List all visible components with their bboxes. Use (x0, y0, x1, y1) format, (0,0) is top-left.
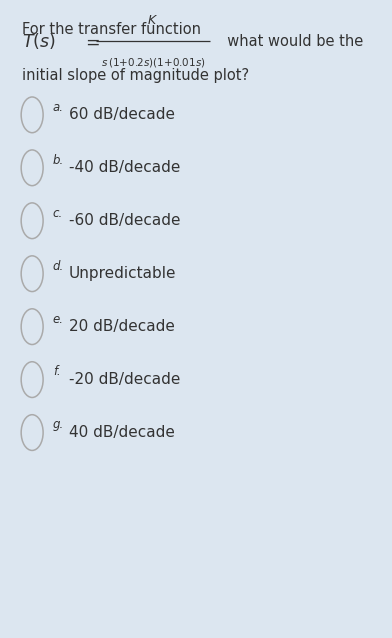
Text: g.: g. (53, 419, 64, 431)
Text: -60 dB/decade: -60 dB/decade (69, 213, 180, 228)
Text: $K$: $K$ (147, 15, 158, 27)
Text: Unpredictable: Unpredictable (69, 266, 176, 281)
Text: initial slope of magnitude plot?: initial slope of magnitude plot? (22, 68, 249, 84)
Text: what would be the: what would be the (218, 34, 363, 49)
Text: $=$: $=$ (82, 33, 100, 50)
Text: d.: d. (53, 260, 64, 272)
Text: For the transfer function: For the transfer function (22, 22, 201, 38)
Text: $T(s)$: $T(s)$ (22, 31, 55, 52)
Text: a.: a. (53, 101, 64, 114)
Text: $s\,(1{+}0.2s)(1{+}0.01s)$: $s\,(1{+}0.2s)(1{+}0.01s)$ (100, 56, 205, 68)
Text: f.: f. (53, 366, 60, 378)
Text: e.: e. (53, 313, 64, 325)
Text: b.: b. (53, 154, 64, 167)
Text: 40 dB/decade: 40 dB/decade (69, 425, 174, 440)
Text: -20 dB/decade: -20 dB/decade (69, 372, 180, 387)
Text: -40 dB/decade: -40 dB/decade (69, 160, 180, 175)
Text: 20 dB/decade: 20 dB/decade (69, 319, 174, 334)
Text: c.: c. (53, 207, 63, 219)
Text: 60 dB/decade: 60 dB/decade (69, 107, 174, 122)
